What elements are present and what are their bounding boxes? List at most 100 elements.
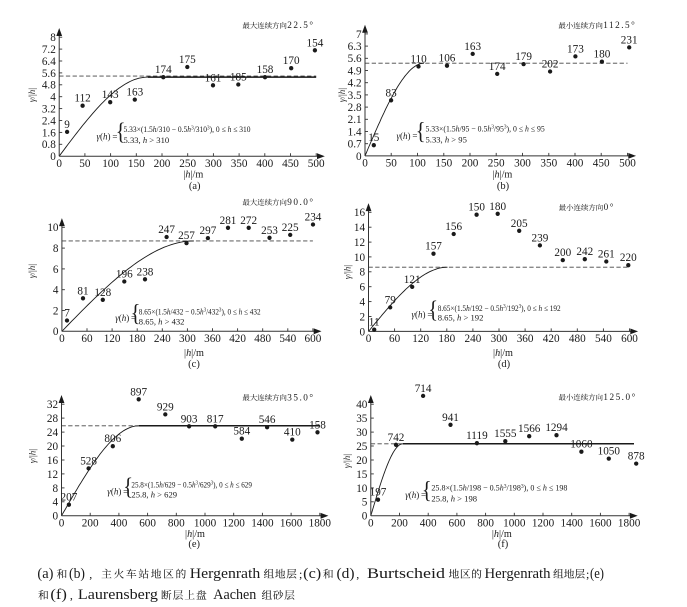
svg-text:1566: 1566 (518, 423, 541, 435)
svg-text:0: 0 (53, 326, 59, 338)
svg-text:1.4: 1.4 (348, 126, 362, 138)
svg-text:2.4: 2.4 (42, 115, 56, 127)
svg-text:Aachen: Aachen (213, 587, 256, 603)
svg-text:154: 154 (307, 37, 324, 49)
svg-text:143: 143 (102, 89, 119, 101)
svg-text:|h|/m: |h|/m (183, 169, 203, 180)
svg-text:714: 714 (415, 383, 432, 395)
svg-text:2: 2 (53, 305, 59, 317)
svg-text:350: 350 (540, 158, 557, 170)
svg-text:8.65, h > 192: 8.65, h > 192 (438, 312, 484, 322)
svg-text:0: 0 (368, 517, 374, 529)
svg-text:(e): (e) (590, 566, 604, 582)
svg-text:8: 8 (53, 243, 59, 255)
svg-text:9: 9 (64, 119, 70, 131)
svg-text:5.33×(1.5h/310 − 0.5h3/3103),: 5.33×(1.5h/310 − 0.5h3/3103), 0 ≤ h ≤ 31… (124, 124, 251, 134)
svg-text:297: 297 (200, 225, 217, 237)
svg-text:1060: 1060 (570, 439, 593, 451)
svg-text:5: 5 (362, 497, 368, 509)
svg-text:903: 903 (181, 413, 198, 425)
svg-text:4.2: 4.2 (348, 78, 362, 90)
svg-text:1800: 1800 (309, 517, 332, 529)
svg-text:25.8, h > 198: 25.8, h > 198 (431, 493, 477, 503)
svg-text:1000: 1000 (194, 517, 217, 529)
svg-text:350: 350 (231, 158, 248, 170)
svg-text:150: 150 (128, 158, 145, 170)
svg-text:180: 180 (594, 49, 611, 61)
svg-text:25.8×(1.5h/198 − 0.5h3/1983),: 25.8×(1.5h/198 − 0.5h3/1983), 0 ≤ h ≤ 19… (431, 483, 567, 493)
svg-text:120: 120 (412, 333, 429, 345)
svg-text:6: 6 (53, 264, 59, 276)
svg-text:γ(h) =: γ(h) = (412, 309, 433, 319)
svg-text:225: 225 (282, 222, 299, 234)
svg-text:163: 163 (464, 41, 481, 53)
svg-text:4.9: 4.9 (348, 65, 362, 77)
svg-text:360: 360 (204, 333, 221, 345)
svg-text:100: 100 (102, 158, 119, 170)
svg-text:|h|/m: |h|/m (185, 529, 205, 540)
svg-text:106: 106 (439, 53, 456, 65)
svg-text:60: 60 (389, 333, 401, 345)
svg-text:8: 8 (360, 267, 366, 279)
svg-text:175: 175 (179, 54, 196, 66)
svg-text:;: ; (299, 567, 302, 581)
svg-text:546: 546 (259, 414, 276, 426)
svg-text:35: 35 (356, 413, 368, 425)
svg-text:,: , (356, 567, 359, 581)
svg-text:Hergenrath: Hergenrath (485, 566, 551, 582)
svg-text:83: 83 (386, 87, 398, 99)
svg-text:5.33, h > 310: 5.33, h > 310 (124, 135, 170, 145)
svg-text:157: 157 (425, 241, 442, 253)
svg-text:81: 81 (77, 285, 88, 297)
svg-text:250: 250 (488, 158, 505, 170)
svg-text:γ(h) =: γ(h) = (107, 486, 128, 496)
svg-text:156: 156 (445, 221, 462, 233)
svg-text:3.5: 3.5 (348, 90, 362, 102)
svg-text:32: 32 (47, 399, 58, 411)
svg-text:1600: 1600 (589, 517, 612, 529)
svg-text:1600: 1600 (280, 517, 303, 529)
svg-text:112: 112 (74, 93, 90, 105)
svg-text:40: 40 (356, 399, 368, 411)
svg-text:50: 50 (386, 158, 398, 170)
svg-text:{: { (428, 296, 438, 323)
svg-text:28: 28 (47, 413, 59, 425)
svg-text:100: 100 (409, 158, 426, 170)
svg-text:,: , (70, 588, 73, 602)
svg-text:110: 110 (410, 54, 427, 66)
svg-text:(a): (a) (37, 566, 53, 582)
svg-text:11: 11 (369, 317, 380, 329)
svg-text:257: 257 (178, 230, 195, 242)
svg-text:234: 234 (305, 212, 322, 224)
svg-text:0: 0 (56, 158, 62, 170)
svg-text:35.0°: 35.0° (287, 392, 314, 402)
svg-text:Burtscheid: Burtscheid (367, 566, 445, 582)
svg-text:6.3: 6.3 (348, 41, 362, 53)
svg-text:8.65, h > 432: 8.65, h > 432 (139, 316, 185, 326)
svg-text:420: 420 (543, 333, 560, 345)
svg-text:240: 240 (465, 333, 482, 345)
svg-text:220: 220 (620, 252, 637, 264)
svg-text:4: 4 (53, 285, 59, 297)
svg-text:γ/|h|: γ/|h| (342, 454, 352, 468)
svg-text:7.2: 7.2 (42, 44, 56, 56)
svg-text:6: 6 (360, 282, 366, 294)
svg-text:0: 0 (362, 158, 368, 170)
svg-text:202: 202 (542, 59, 559, 71)
svg-text:0: 0 (362, 511, 368, 523)
svg-text:540: 540 (279, 333, 296, 345)
svg-text:239: 239 (532, 232, 549, 244)
svg-text:7: 7 (356, 29, 362, 41)
svg-text:20: 20 (356, 455, 368, 467)
svg-text:{: { (116, 118, 126, 145)
svg-text:480: 480 (569, 333, 586, 345)
svg-text:15: 15 (356, 469, 368, 481)
svg-text:450: 450 (282, 158, 299, 170)
svg-text:4: 4 (50, 92, 56, 104)
svg-text:174: 174 (155, 64, 172, 76)
svg-text:250: 250 (179, 158, 196, 170)
svg-text:γ/|h|: γ/|h| (343, 265, 353, 279)
svg-text:1400: 1400 (251, 517, 274, 529)
svg-text:90.0°: 90.0° (287, 197, 314, 207)
svg-text:50: 50 (79, 158, 91, 170)
